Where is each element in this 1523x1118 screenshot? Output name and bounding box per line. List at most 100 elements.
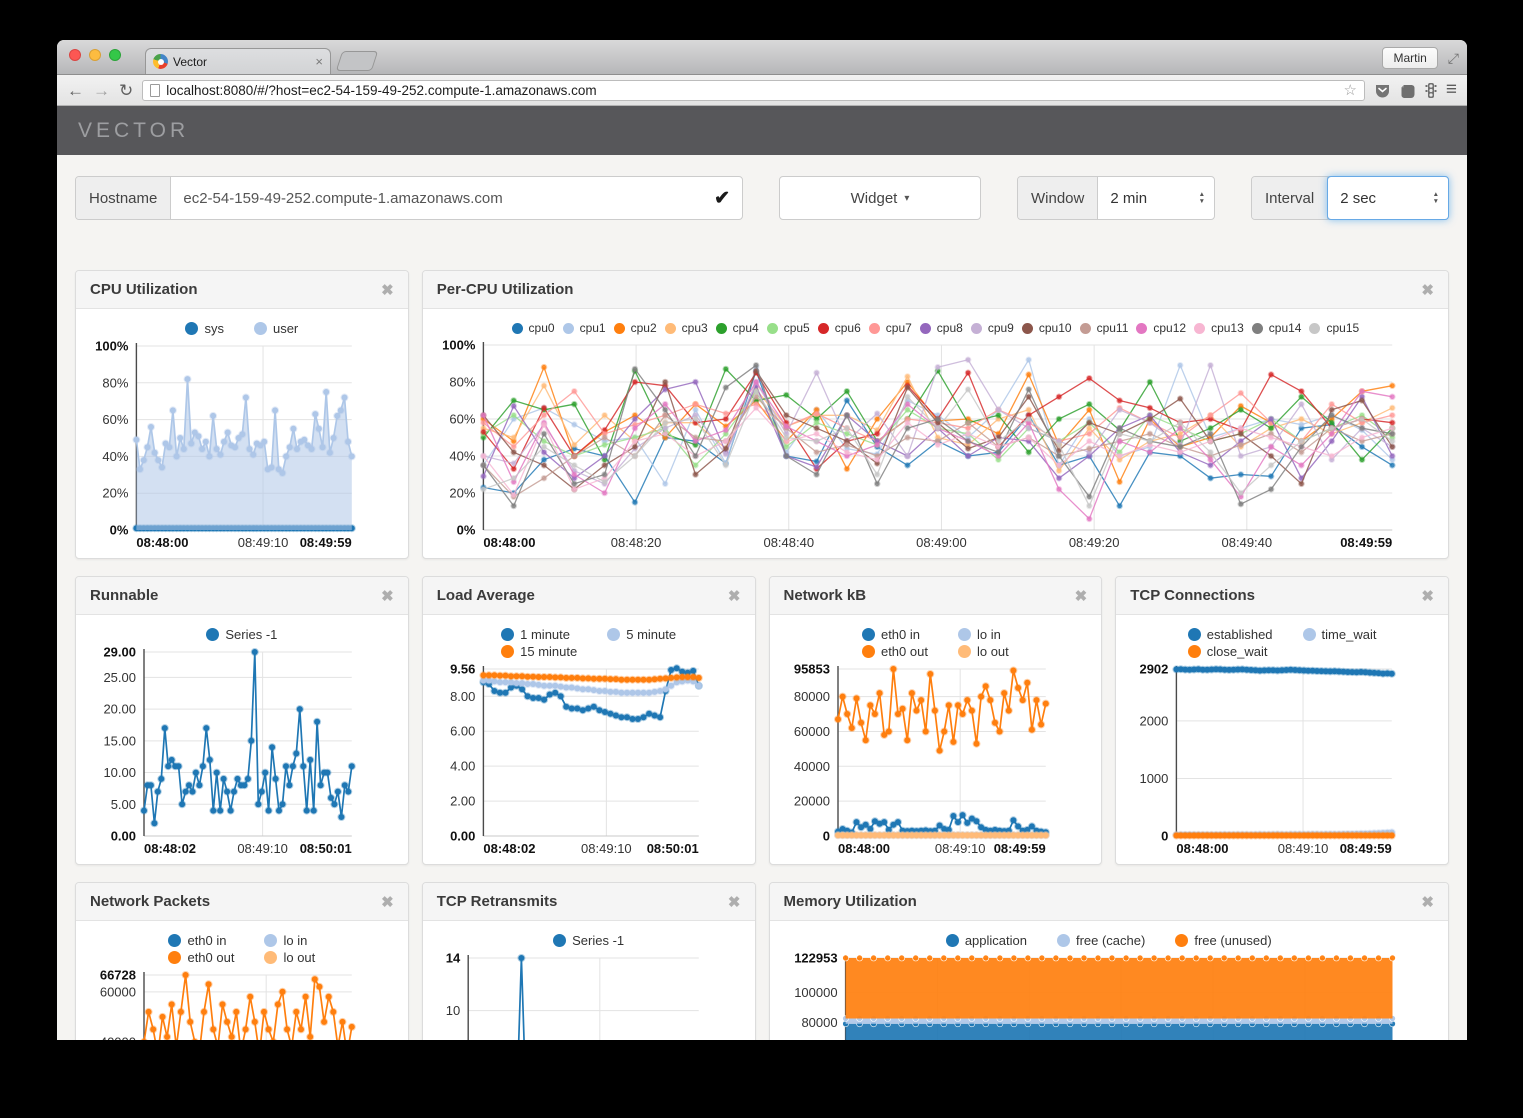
panel-network-kb: Network kB ✖ eth0 in lo in eth0 out lo out 0 2…: [768, 576, 1103, 865]
svg-text:60%: 60%: [449, 412, 475, 427]
close-icon[interactable]: ✖: [727, 587, 741, 605]
svg-text:08:49:10: 08:49:10: [1278, 841, 1329, 856]
svg-text:08:48:40: 08:48:40: [763, 535, 814, 550]
interval-select[interactable]: 2 sec ▲ ▼: [1327, 176, 1449, 220]
load-average-chart: 0.00 2.00 4.00 6.00 8.00 9.56 08:48:02 08:49:10…: [450, 662, 703, 856]
svg-text:122953: 122953: [794, 951, 837, 966]
close-icon[interactable]: ✖: [381, 587, 394, 605]
legend-item: cpu0: [511, 321, 555, 335]
runnable-chart: 0.00 5.00 10.00 15.00 20.00 25.00 29.00 08:48:0…: [103, 645, 356, 856]
fullscreen-icon[interactable]: ⤢: [1447, 49, 1459, 66]
bookmark-star-icon[interactable]: ☆: [1343, 82, 1357, 99]
forward-icon[interactable]: →: [93, 80, 110, 100]
browser-window: Vector × Martin ⤢ ← → ↻ localhost:8080/#…: [57, 40, 1467, 1040]
close-icon[interactable]: ✖: [381, 893, 394, 911]
legend-label: time_wait: [1321, 627, 1377, 642]
svg-text:08:48:02: 08:48:02: [144, 841, 196, 856]
panel-title: Network kB: [783, 587, 867, 604]
legend-label: lo in: [976, 627, 1001, 642]
svg-text:20%: 20%: [102, 486, 128, 501]
chart-legend: Series -1: [90, 627, 394, 642]
svg-text:9.56: 9.56: [450, 662, 475, 677]
legend-item: lo in: [264, 933, 315, 948]
svg-text:10.00: 10.00: [103, 765, 136, 780]
close-icon[interactable]: ✖: [1421, 893, 1434, 911]
legend-dot-icon: [562, 322, 574, 334]
reload-icon[interactable]: ↻: [119, 80, 134, 100]
panel-title: CPU Utilization: [90, 281, 198, 298]
panel-network-packets: Network Packets ✖ eth0 in lo in eth0 out lo …: [75, 882, 409, 1040]
close-icon[interactable]: ✖: [1074, 587, 1088, 605]
svg-text:08:49:10: 08:49:10: [581, 841, 632, 856]
url-text[interactable]: localhost:8080/#/?host=ec2-54-159-49-252…: [166, 82, 597, 98]
profile-button[interactable]: Martin: [1382, 47, 1438, 69]
legend-item: 1 minute: [501, 627, 577, 642]
hostname-group: Hostname ec2-54-159-49-252.compute-1.ama…: [75, 176, 743, 220]
legend-label: 5 minute: [626, 627, 677, 642]
legend-dot-icon: [1309, 322, 1321, 334]
hostname-input[interactable]: ec2-54-159-49-252.compute-1.amazonaws.co…: [171, 177, 742, 219]
svg-text:10: 10: [445, 1003, 459, 1018]
new-tab-button[interactable]: [335, 51, 379, 71]
legend-dot-icon: [1056, 934, 1070, 947]
legend-dot-icon: [861, 628, 875, 641]
hostname-value[interactable]: ec2-54-159-49-252.compute-1.amazonaws.co…: [183, 189, 503, 207]
svg-text:5.00: 5.00: [111, 797, 136, 812]
tab-title: Vector: [173, 54, 208, 69]
legend-item: lo out: [957, 644, 1009, 659]
svg-text:08:49:10: 08:49:10: [934, 841, 985, 856]
svg-text:08:50:01: 08:50:01: [646, 841, 698, 856]
legend-label: free (unused): [1194, 933, 1272, 948]
legend-item: 5 minute: [607, 627, 676, 642]
legend-item: eth0 out: [168, 950, 234, 965]
svg-text:60000: 60000: [100, 984, 136, 999]
window-label: Window: [1018, 177, 1099, 219]
browser-titlebar: Vector × Martin ⤢: [57, 40, 1467, 75]
legend-dot-icon: [817, 322, 829, 334]
legend-dot-icon: [861, 645, 875, 658]
legend-item: cpu14: [1251, 321, 1301, 335]
legend-dot-icon: [168, 951, 182, 964]
close-icon[interactable]: ✖: [1421, 281, 1434, 299]
back-icon[interactable]: ←: [67, 80, 84, 100]
percpu-utilization-chart: 0% 20% 40% 60% 80% 100% 08:48:00 08:48:20 08:48:…: [442, 338, 1396, 550]
interval-value: 2 sec: [1340, 189, 1377, 207]
zoom-window-icon[interactable]: [109, 49, 121, 61]
svg-text:100%: 100%: [95, 339, 129, 354]
panel-title: Network Packets: [90, 893, 211, 910]
legend-item: cpu15: [1309, 321, 1359, 335]
browser-tab-vector[interactable]: Vector ×: [145, 48, 331, 74]
legend-item: cpu12: [1136, 321, 1186, 335]
close-icon[interactable]: ✖: [727, 893, 741, 911]
pocket-extension-icon[interactable]: [1374, 82, 1391, 99]
svg-text:100%: 100%: [442, 338, 476, 353]
svg-text:4.00: 4.00: [450, 759, 475, 774]
legend-label: close_wait: [1206, 644, 1268, 659]
svg-text:80000: 80000: [801, 1015, 837, 1030]
legend-label: established: [1206, 627, 1273, 642]
legend-item: cpu6: [817, 321, 861, 335]
close-window-icon[interactable]: [69, 49, 81, 61]
close-icon[interactable]: ✖: [381, 281, 394, 299]
address-bar[interactable]: localhost:8080/#/?host=ec2-54-159-49-252…: [142, 79, 1365, 101]
minimize-window-icon[interactable]: [89, 49, 101, 61]
widget-dropdown-button[interactable]: Widget ▾: [779, 176, 981, 220]
legend-dot-icon: [715, 322, 727, 334]
evernote-extension-icon[interactable]: [1400, 82, 1416, 99]
traffic-signal-extension-icon[interactable]: [1425, 82, 1437, 99]
window-select[interactable]: 2 min ▲ ▼: [1098, 177, 1214, 219]
legend-item: eth0 in: [861, 627, 928, 642]
svg-text:100000: 100000: [794, 985, 837, 1000]
legend-item: cpu11: [1079, 321, 1128, 335]
legend-label: cpu0: [528, 321, 555, 335]
chrome-menu-icon[interactable]: ≡: [1445, 79, 1457, 100]
svg-text:08:49:10: 08:49:10: [238, 535, 289, 550]
svg-text:8.00: 8.00: [450, 689, 475, 704]
legend-item: lo out: [264, 950, 315, 965]
legend-dot-icon: [264, 934, 278, 947]
svg-text:08:48:02: 08:48:02: [483, 841, 535, 856]
tab-close-icon[interactable]: ×: [315, 54, 323, 69]
legend-dot-icon: [957, 645, 971, 658]
close-icon[interactable]: ✖: [1421, 587, 1434, 605]
